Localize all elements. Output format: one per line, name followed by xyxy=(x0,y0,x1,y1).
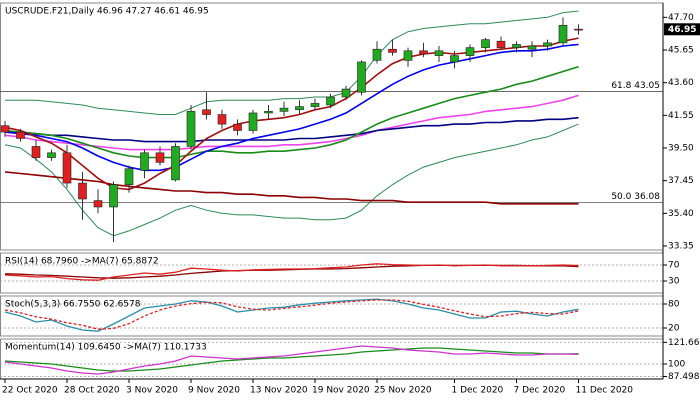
candle-body xyxy=(264,111,273,114)
last-price-box xyxy=(664,23,700,36)
candle-body xyxy=(16,131,25,139)
panel-title: USCRUDE.F21,Daily 46.96 47.27 46.61 46.9… xyxy=(5,7,209,17)
candle-body xyxy=(109,184,118,208)
candle-body xyxy=(434,50,444,56)
candle-body xyxy=(465,47,475,56)
candle-body xyxy=(403,50,413,61)
candle-body xyxy=(233,123,242,131)
x-tick-label: 9 Nov 2020 xyxy=(188,386,240,396)
candle-body xyxy=(512,44,521,48)
candle-body xyxy=(217,114,227,125)
indicator-line xyxy=(4,298,579,332)
indicator-line xyxy=(4,263,579,281)
candle-body xyxy=(186,111,196,147)
panel-title: Stoch(5,3,3) 66.7550 62.6578 xyxy=(5,300,141,310)
x-tick-label: 13 Nov 2020 xyxy=(250,386,308,396)
indicator-line xyxy=(4,345,579,375)
candle-body xyxy=(124,168,134,185)
candle-body xyxy=(140,152,149,171)
y-tick-label: 35.40 xyxy=(668,209,694,219)
y-tick-label: 87.4981 xyxy=(668,372,700,382)
last-price-label: 46.95 xyxy=(668,25,696,35)
x-tick-label: 22 Oct 2020 xyxy=(2,386,58,396)
candle-body xyxy=(295,106,304,111)
indicator-line xyxy=(5,10,579,115)
candle-body xyxy=(326,96,335,106)
y-tick-label: 33.35 xyxy=(668,242,694,252)
candle-body xyxy=(31,146,41,158)
indicator-line xyxy=(4,37,579,191)
candle-body xyxy=(357,61,366,93)
y-tick-label: 47.70 xyxy=(668,13,694,23)
candle-body xyxy=(248,112,258,131)
candle-body xyxy=(171,146,180,181)
candle-body xyxy=(78,182,87,200)
y-tick-label: 37.45 xyxy=(668,176,694,186)
x-tick-label: 7 Dec 2020 xyxy=(514,386,566,396)
candle-body xyxy=(47,152,56,158)
candle-body xyxy=(558,25,568,44)
x-tick-label: 28 Oct 2020 xyxy=(64,386,120,396)
fib-label: 50.0 36.08 xyxy=(611,192,660,202)
y-tick-label: 80 xyxy=(668,300,680,310)
x-tick-label: 25 Nov 2020 xyxy=(374,386,432,396)
candle-body xyxy=(62,152,72,184)
x-tick-label: 1 Dec 2020 xyxy=(452,386,504,396)
y-tick-label: 121.6657 xyxy=(668,338,700,348)
candle-body xyxy=(341,88,351,98)
indicator-line xyxy=(4,123,579,237)
candle-body xyxy=(202,109,211,115)
panel-title: RSI(14) 68.7960 ->MA(7) 65.8872 xyxy=(5,257,159,267)
indicator-line xyxy=(4,43,579,172)
panel-title: Momentum(14) 109.6450 ->MA(7) 110.1733 xyxy=(5,343,207,353)
x-tick-label: 19 Nov 2020 xyxy=(312,386,370,396)
y-tick-label: 100 xyxy=(668,360,685,370)
y-tick-label: 41.55 xyxy=(668,111,694,121)
y-tick-label: 30 xyxy=(668,277,680,287)
x-tick-label: 3 Nov 2020 xyxy=(126,386,178,396)
indicator-line xyxy=(4,171,579,205)
indicator-line xyxy=(5,116,579,143)
indicator-line xyxy=(4,65,579,159)
candle-body xyxy=(279,107,289,112)
candle-body xyxy=(481,39,490,48)
x-tick-label: 11 Dec 2020 xyxy=(576,386,634,396)
candle-body xyxy=(155,152,165,163)
indicator-line xyxy=(4,299,579,330)
candle-body xyxy=(527,45,537,50)
candle-body xyxy=(543,42,552,47)
indicator-line xyxy=(4,94,579,151)
y-tick-label: 39.50 xyxy=(668,144,694,154)
y-tick-label: 70 xyxy=(668,261,680,271)
candle-body xyxy=(574,28,583,31)
fib-label: 61.8 43.05 xyxy=(611,81,660,91)
candle-body xyxy=(310,103,320,107)
candle-body xyxy=(388,48,397,53)
candle-body xyxy=(372,48,382,61)
candle-body xyxy=(93,200,103,208)
y-tick-label: 43.60 xyxy=(668,78,694,88)
candle-body xyxy=(419,50,428,55)
candle-body xyxy=(0,125,10,133)
y-tick-label: 45.65 xyxy=(668,46,694,56)
candle-body xyxy=(496,40,506,48)
candle-body xyxy=(450,55,459,63)
y-tick-label: 20 xyxy=(668,324,680,334)
indicator-line xyxy=(4,347,579,372)
